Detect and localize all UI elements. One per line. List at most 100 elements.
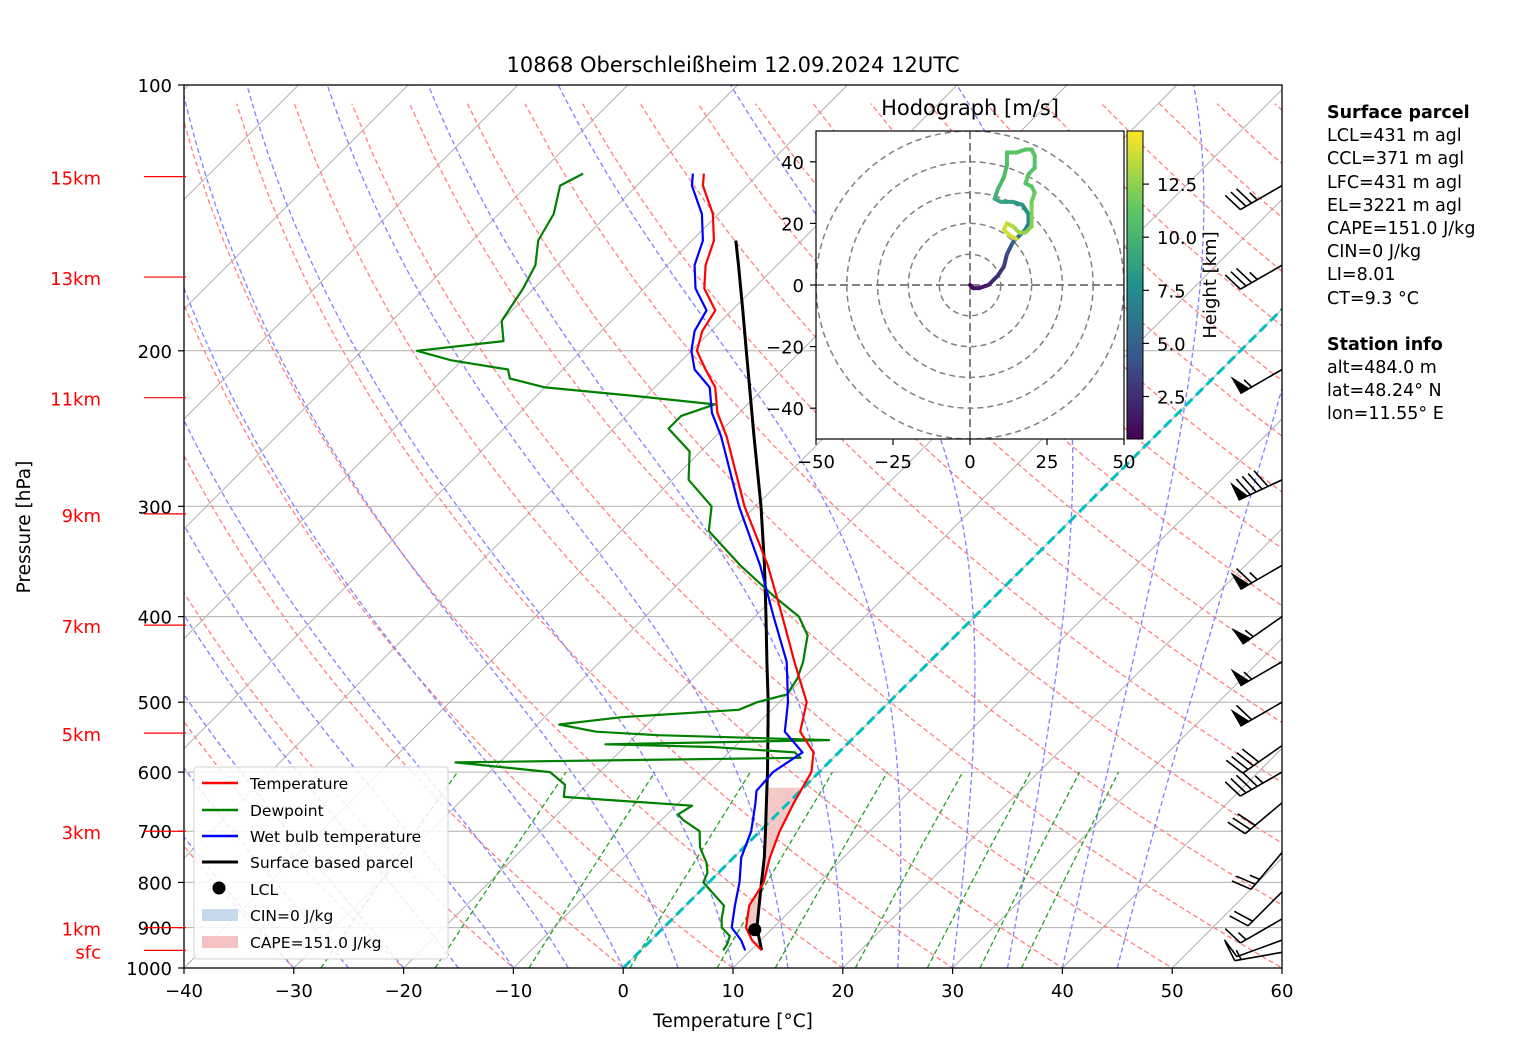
wind-barb	[1224, 918, 1283, 944]
y-tick-label: 900	[138, 919, 172, 940]
dry-adiabat	[524, 103, 1282, 844]
dry-adiabat	[755, 103, 1282, 607]
wind-barb-full	[1224, 928, 1241, 944]
wind-barb-flag	[1230, 482, 1248, 501]
height-label: 15km	[50, 169, 101, 190]
mixing-ratio-line	[629, 771, 751, 968]
x-tick-label: −30	[275, 981, 313, 1002]
wind-barb	[1227, 802, 1283, 835]
moist-adiabat	[326, 85, 789, 968]
moist-adiabat	[184, 92, 679, 968]
surface-line-ct: CT=9.3 °C	[1327, 288, 1419, 309]
hodograph-segment	[986, 273, 1000, 287]
wind-barb-full	[1235, 267, 1253, 284]
wind-barb-staff	[1240, 184, 1283, 211]
height-label: 13km	[50, 269, 101, 290]
dry-adiabat	[1505, 104, 1517, 987]
moist-adiabat	[184, 613, 460, 968]
wind-barb	[1224, 184, 1283, 211]
moist-adiabat	[184, 286, 624, 968]
dry-adiabat	[466, 103, 1282, 906]
colorbar-ticks: 2.5 5.0 7.5 10.0 12.5	[1143, 175, 1197, 409]
dewpoint-line	[415, 172, 831, 951]
wind-barb-staff	[1244, 802, 1283, 835]
dry-adiabat	[184, 454, 625, 968]
colorbar-tick-label: 5.0	[1157, 334, 1186, 355]
wind-barb	[1225, 744, 1283, 774]
x-tick-label: 10	[722, 981, 745, 1002]
surface-line-li: LI=8.01	[1327, 265, 1396, 286]
wind-barb-full	[1241, 771, 1258, 787]
wind-barb-full	[1233, 910, 1254, 922]
wind-barb-full	[1237, 813, 1256, 826]
wind-barb-full	[1235, 188, 1253, 204]
legend-parcel: Surface based parcel	[250, 854, 413, 872]
station-line-lat: lat=48.24° N	[1327, 381, 1442, 402]
wet-bulb-line	[690, 173, 804, 951]
wind-barb-staff	[1236, 939, 1283, 958]
mixing-ratio-line	[926, 771, 1031, 968]
isotherm-line	[184, 85, 629, 530]
moist-adiabat	[557, 85, 902, 968]
wind-barb-full	[1241, 748, 1260, 763]
legend-cin: CIN=0 J/kg	[250, 907, 333, 925]
x-tick-label: 40	[1051, 981, 1074, 1002]
wind-barb-half	[1254, 775, 1264, 784]
hodograph-y-tick-label: 40	[781, 153, 804, 174]
wind-barb-full	[1231, 755, 1249, 771]
wind-barb-full	[1235, 774, 1253, 791]
y-tick-label: 300	[138, 497, 172, 518]
wind-barb	[1230, 564, 1283, 591]
y-tick-label: 800	[138, 873, 172, 894]
hodograph-axes: −50 −25 0 25 50 −40 −20 0 20 40	[766, 153, 1135, 473]
surface-line-ccl: CCL=371 m agl	[1327, 149, 1465, 170]
station-info-title: Station info	[1327, 334, 1443, 355]
wind-barb-full	[1224, 781, 1241, 797]
wind-barb-half	[1249, 192, 1258, 201]
surface-line-lfc: LFC=431 m agl	[1327, 172, 1462, 193]
wind-barb-full	[1224, 194, 1241, 211]
wind-barb-staff	[1240, 918, 1283, 944]
wind-barb-half	[1249, 571, 1258, 581]
legend: Temperature Dewpoint Wet bulb temperatur…	[193, 766, 449, 960]
wind-barb-full	[1230, 191, 1247, 207]
isotherm-line	[184, 85, 738, 640]
hodograph-inset: Hodograph [m/s] −50 −25 0 25 50 −40 −20 0 20 40 2…	[766, 96, 1221, 473]
hodograph-y-tick-label: 0	[793, 276, 804, 297]
wind-barb-full	[1224, 941, 1236, 962]
x-tick-label: 50	[1161, 981, 1184, 1002]
legend-swatch-cape	[202, 936, 238, 948]
wind-barb-staff	[1240, 368, 1283, 395]
colorbar-tick-label: 12.5	[1157, 175, 1197, 196]
isotherm-line	[184, 85, 409, 310]
wind-barb	[1224, 264, 1283, 290]
wind-barb-full	[1230, 271, 1247, 287]
wind-barb	[1229, 891, 1283, 927]
dry-adiabat	[639, 103, 1282, 724]
wind-barb	[1230, 470, 1283, 501]
wind-barb	[1230, 368, 1283, 395]
hodograph-trace	[968, 147, 1037, 291]
dry-adiabat	[697, 103, 1282, 665]
moist-adiabat	[184, 418, 569, 968]
wind-barb-half	[1235, 949, 1242, 960]
x-tick-label: −10	[494, 981, 532, 1002]
x-axis-label: Temperature [°C]	[652, 1011, 813, 1032]
temperature-line	[695, 173, 815, 952]
hodograph-ring	[907, 222, 1033, 348]
axes: −40 −30 −20 −10 0 10 20 30 40 50 60100200300400500…	[126, 76, 1293, 1002]
wind-barb-full	[1241, 475, 1257, 493]
isotherm-line	[513, 198, 1282, 968]
hodograph-x-tick-label: −25	[874, 452, 912, 473]
isotherm-line	[184, 85, 848, 750]
surface-line-cape: CAPE=151.0 J/kg	[1327, 219, 1476, 240]
mixing-ratio-line	[434, 771, 567, 968]
zero-degree-isotherm	[622, 307, 1282, 968]
height-label: 1km	[62, 920, 101, 941]
hodograph-segment	[1001, 252, 1009, 269]
wind-barb-half	[1243, 379, 1253, 388]
x-tick-label: −40	[165, 981, 203, 1002]
moist-adiabat	[246, 85, 734, 968]
wind-barb-flag	[1230, 376, 1250, 394]
